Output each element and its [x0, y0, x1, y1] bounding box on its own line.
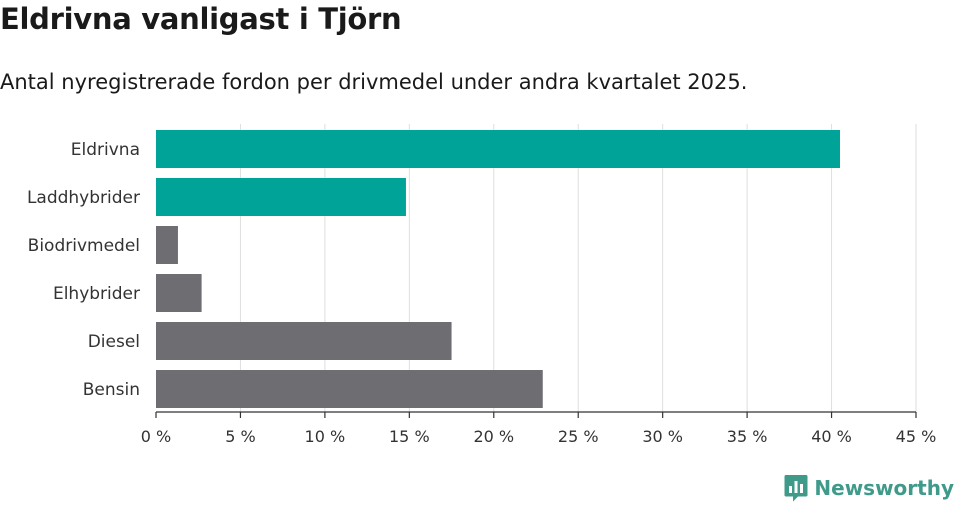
category-label: Laddhybrider — [27, 188, 140, 208]
newsworthy-logo: Newsworthy — [784, 474, 954, 502]
category-label: Elhybrider — [53, 284, 140, 304]
bar-bensin — [156, 370, 543, 408]
x-tick-label: 40 % — [811, 427, 852, 446]
x-tick-label: 35 % — [727, 427, 768, 446]
bar-elhybrider — [156, 274, 202, 312]
bar-chart: Eldrivna Laddhybrider Biodrivmedel Elhybrid… — [27, 124, 937, 446]
x-tick-label: 45 % — [896, 427, 937, 446]
x-tick-label: 25 % — [558, 427, 599, 446]
chart-subtitle: Antal nyregistrerade fordon per drivmede… — [0, 70, 748, 94]
bar-laddhybrider — [156, 178, 406, 216]
x-tick-label: 15 % — [389, 427, 430, 446]
x-tick-label: 20 % — [473, 427, 514, 446]
x-tick-label: 30 % — [642, 427, 683, 446]
bar-diesel — [156, 322, 452, 360]
bar-biodrivmedel — [156, 226, 178, 264]
bar-eldrivna — [156, 130, 840, 168]
newsworthy-chart-logo-icon — [784, 475, 808, 502]
x-tick-label: 10 % — [305, 427, 346, 446]
x-tick-label: 5 % — [225, 427, 255, 446]
category-label: Bensin — [83, 380, 140, 400]
category-label: Diesel — [88, 332, 140, 352]
x-tick-label: 0 % — [141, 427, 171, 446]
category-label: Eldrivna — [71, 140, 140, 160]
brand-name: Newsworthy — [814, 476, 954, 500]
chart-title: Eldrivna vanligast i Tjörn — [0, 2, 402, 36]
category-label: Biodrivmedel — [28, 236, 140, 256]
